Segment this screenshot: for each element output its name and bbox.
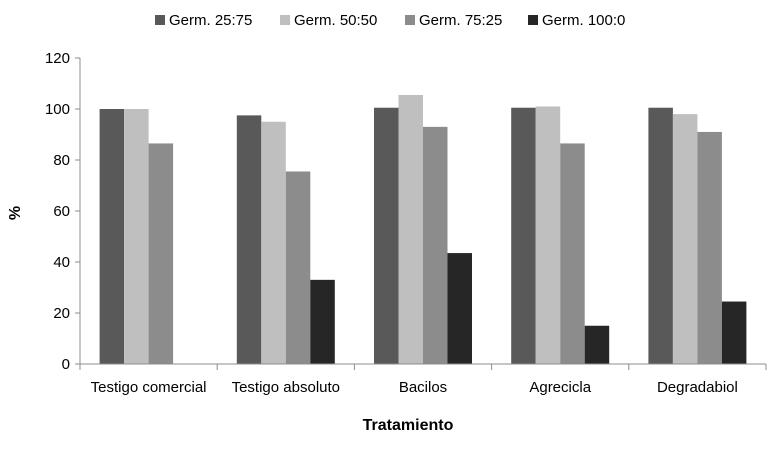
x-axis-title: Tratamiento <box>363 417 454 434</box>
x-tick-label: Bacilos <box>399 379 447 396</box>
bar <box>511 107 536 364</box>
bar <box>697 131 722 364</box>
bar <box>584 325 610 364</box>
x-tick-label: Degradabiol <box>657 379 738 396</box>
legend-label: Germ. 25:75 <box>169 12 252 29</box>
bar <box>148 143 174 364</box>
bar <box>374 107 399 364</box>
bar <box>447 253 472 364</box>
bar <box>423 126 448 364</box>
bar <box>648 107 673 364</box>
legend-swatch <box>405 15 415 25</box>
y-tick-label: 60 <box>53 203 70 220</box>
bar <box>672 114 698 364</box>
y-axis-title: % <box>7 206 24 220</box>
bar <box>310 279 335 364</box>
x-tick-label: Testigo absoluto <box>232 379 340 396</box>
bar <box>236 115 262 364</box>
y-tick-label: 100 <box>45 101 70 118</box>
legend-swatch <box>155 15 165 25</box>
bar <box>535 106 561 364</box>
y-tick-label: 120 <box>45 50 70 67</box>
y-tick-label: 80 <box>53 152 70 169</box>
ticks: 0 20 40 60 80 100 120 Testigo comercial Testigo … <box>45 50 767 396</box>
bar <box>560 143 585 364</box>
y-tick-label: 20 <box>53 305 70 322</box>
x-tick-label: Agrecicla <box>529 379 591 396</box>
legend-label: Germ. 75:25 <box>419 12 502 29</box>
bars <box>99 94 747 364</box>
bar <box>99 109 125 364</box>
legend: Germ. 25:75 Germ. 50:50 Germ. 75:25 Germ. 1… <box>155 12 625 29</box>
bar <box>721 301 747 364</box>
x-tick-label: Testigo comercial <box>91 379 207 396</box>
bar <box>285 171 311 364</box>
bar <box>124 109 149 364</box>
bar <box>398 94 423 364</box>
legend-swatch <box>528 15 538 25</box>
y-tick-label: 40 <box>53 254 70 271</box>
legend-label: Germ. 50:50 <box>294 12 377 29</box>
bar <box>261 121 286 364</box>
legend-swatch <box>280 15 290 25</box>
legend-label: Germ. 100:0 <box>542 12 625 29</box>
y-tick-label: 0 <box>62 356 70 373</box>
